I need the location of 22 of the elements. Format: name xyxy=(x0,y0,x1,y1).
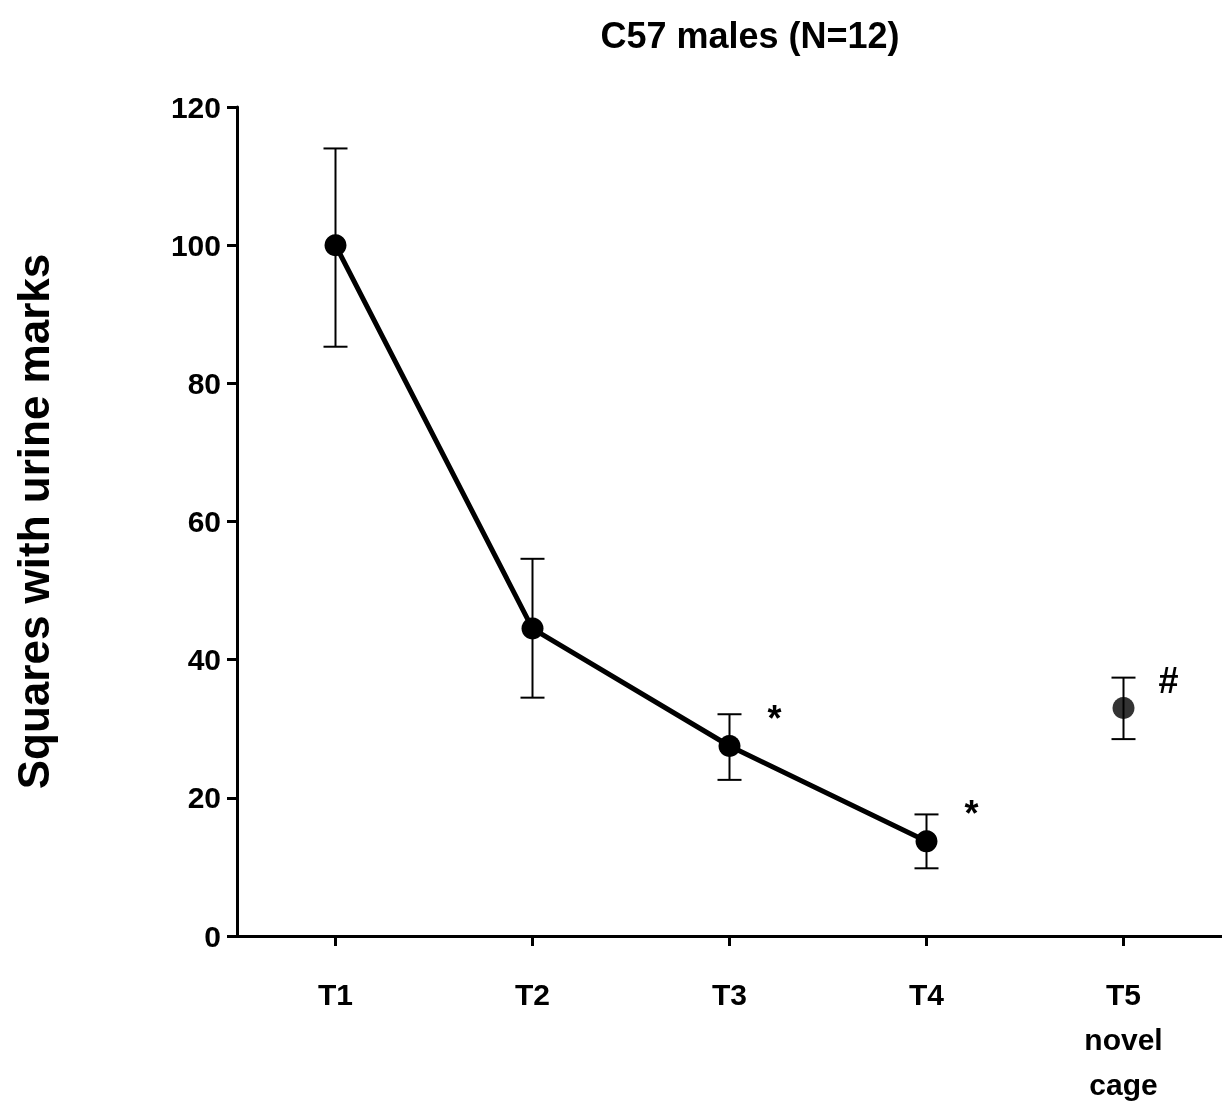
point xyxy=(718,735,741,758)
point xyxy=(1112,697,1135,720)
y-tick-label: 80 xyxy=(187,366,221,400)
y-tick-label: 100 xyxy=(170,228,221,262)
x-tick-label: T3 xyxy=(711,978,748,1011)
point xyxy=(521,617,544,640)
y-tick-label: 20 xyxy=(187,781,221,815)
y-tick-label: 40 xyxy=(187,643,221,677)
y-tick-label: 60 xyxy=(187,505,221,538)
annotation: * xyxy=(767,697,782,739)
annotation: * xyxy=(964,792,979,834)
y-tick-label: 120 xyxy=(170,90,221,124)
y-axis-title: Squares with urine marks xyxy=(8,253,58,790)
x-tick-label: T4 xyxy=(908,978,945,1011)
point xyxy=(324,234,347,257)
x-tick-label: T5 novel cage xyxy=(1084,978,1163,1101)
annotation: # xyxy=(1158,659,1179,701)
y-tick-label: 0 xyxy=(204,919,221,953)
point xyxy=(915,830,938,853)
x-tick-label: T2 xyxy=(514,978,551,1011)
chart-title: C57 males (N=12) xyxy=(600,14,900,56)
x-tick-label: T1 xyxy=(317,978,354,1011)
